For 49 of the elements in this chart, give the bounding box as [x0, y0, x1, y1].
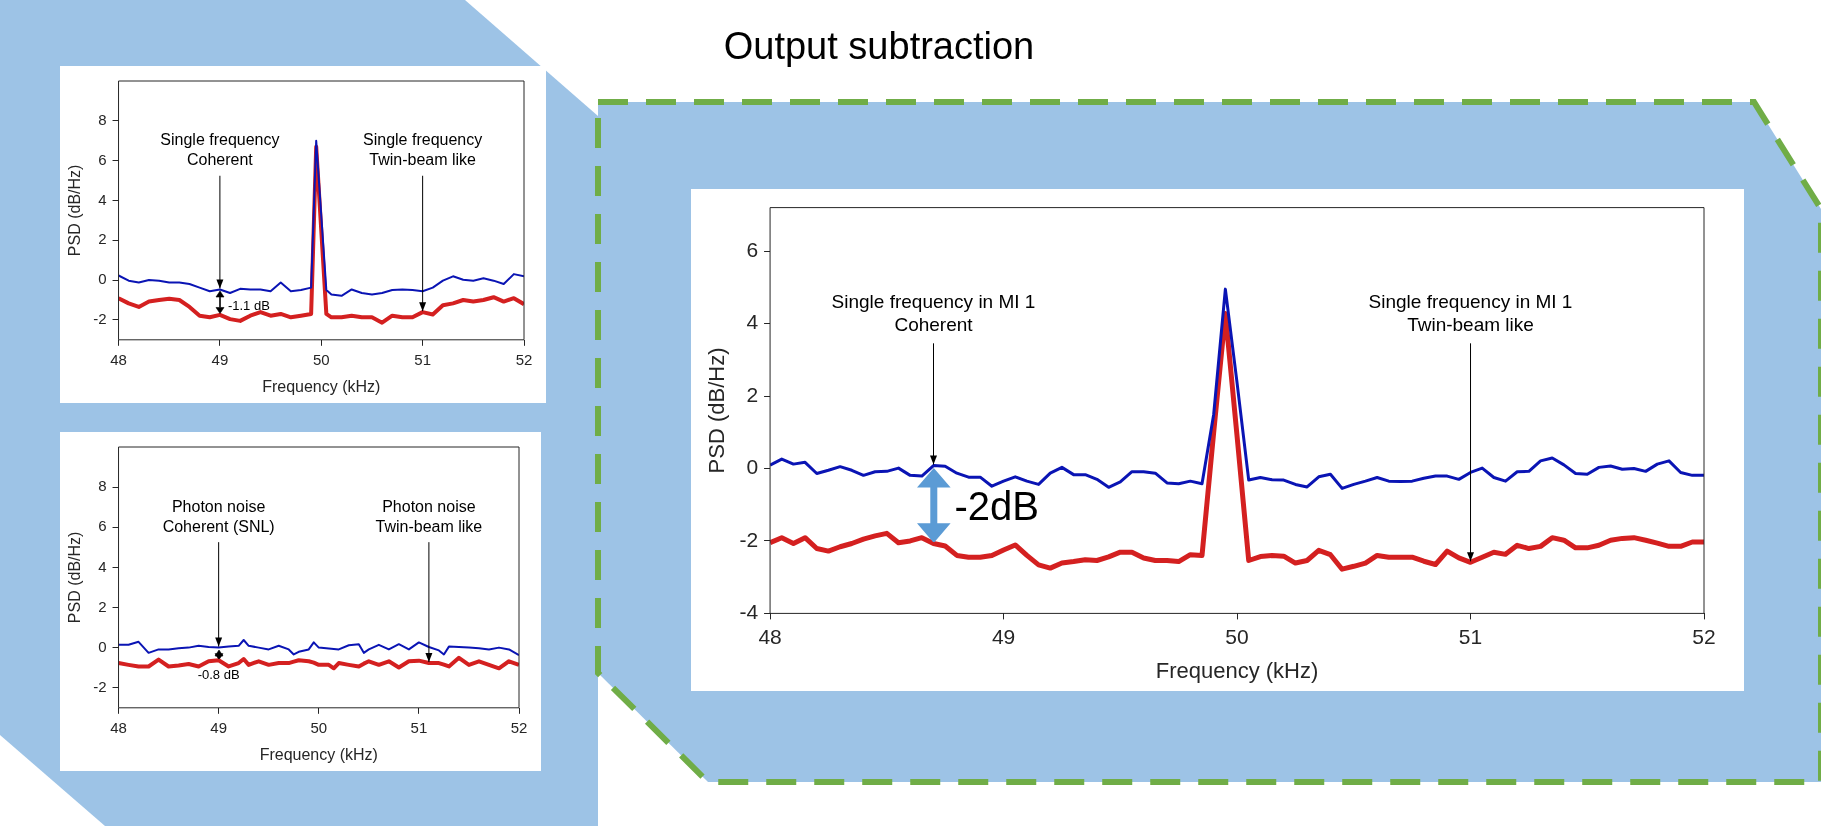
x-tick-label: 51	[414, 350, 431, 368]
y-tick-label: 6	[98, 150, 107, 168]
y-axis-title: PSD (dB/Hz)	[66, 531, 84, 624]
x-tick-label: 50	[1225, 624, 1249, 648]
annotation: -0.8 dB	[197, 667, 240, 683]
y-tick-label: 0	[98, 637, 107, 655]
y-axis-title: PSD (dB/Hz)	[66, 164, 84, 257]
annotation: Photon noise Coherent (SNL)	[162, 497, 275, 535]
y-tick-label: 2	[98, 230, 107, 248]
y-tick-label: 6	[746, 237, 759, 261]
y-tick-label: -2	[93, 677, 107, 695]
annotation: -1.1 dB	[227, 297, 270, 313]
x-tick-label: 50	[310, 718, 328, 736]
x-tick-label: 52	[1692, 624, 1716, 648]
y-tick-label: 8	[98, 477, 107, 495]
y-tick-label: 8	[98, 110, 107, 128]
x-tick-label: 49	[991, 624, 1016, 648]
x-tick-label: 52	[510, 718, 528, 736]
chart-title: Output subtraction	[722, 25, 1036, 69]
y-tick-label: 2	[746, 382, 759, 406]
x-tick-label: 51	[410, 718, 428, 736]
y-tick-label: -2	[93, 310, 107, 328]
x-tick-label: 49	[210, 718, 227, 736]
y-tick-label: 2	[98, 597, 107, 615]
x-tick-label: 52	[515, 350, 533, 368]
x-tick-label: 50	[312, 350, 330, 368]
x-tick-label: 48	[758, 624, 782, 648]
annotation: Single frequency Twin-beam like	[363, 131, 483, 169]
y-tick-label: 6	[98, 517, 107, 535]
x-tick-label: 48	[110, 718, 127, 736]
y-tick-label: 4	[98, 190, 107, 208]
annotation: Single frequency in MI 1 Twin-beam like	[1368, 290, 1573, 336]
annotation: Single frequency Coherent	[160, 131, 280, 169]
y-tick-label: -2	[739, 527, 759, 551]
y-axis-title: PSD (dB/Hz)	[704, 347, 730, 474]
y-tick-label: -4	[739, 600, 759, 624]
x-axis-title: Frequency (kHz)	[1155, 657, 1319, 683]
annotation: Single frequency in MI 1 Coherent	[831, 290, 1036, 336]
annotation: -2dB	[954, 483, 1040, 528]
y-tick-label: 0	[98, 270, 107, 288]
x-axis-title: Frequency (kHz)	[262, 377, 381, 395]
x-tick-label: 49	[211, 350, 229, 368]
annotation: Photon noise Twin-beam like	[375, 497, 483, 535]
x-tick-label: 48	[110, 350, 127, 368]
y-tick-label: 4	[98, 557, 107, 575]
x-tick-label: 51	[1458, 624, 1483, 648]
x-axis-title: Frequency (kHz)	[259, 745, 378, 763]
y-tick-label: 0	[746, 455, 759, 479]
y-tick-label: 4	[746, 310, 759, 334]
